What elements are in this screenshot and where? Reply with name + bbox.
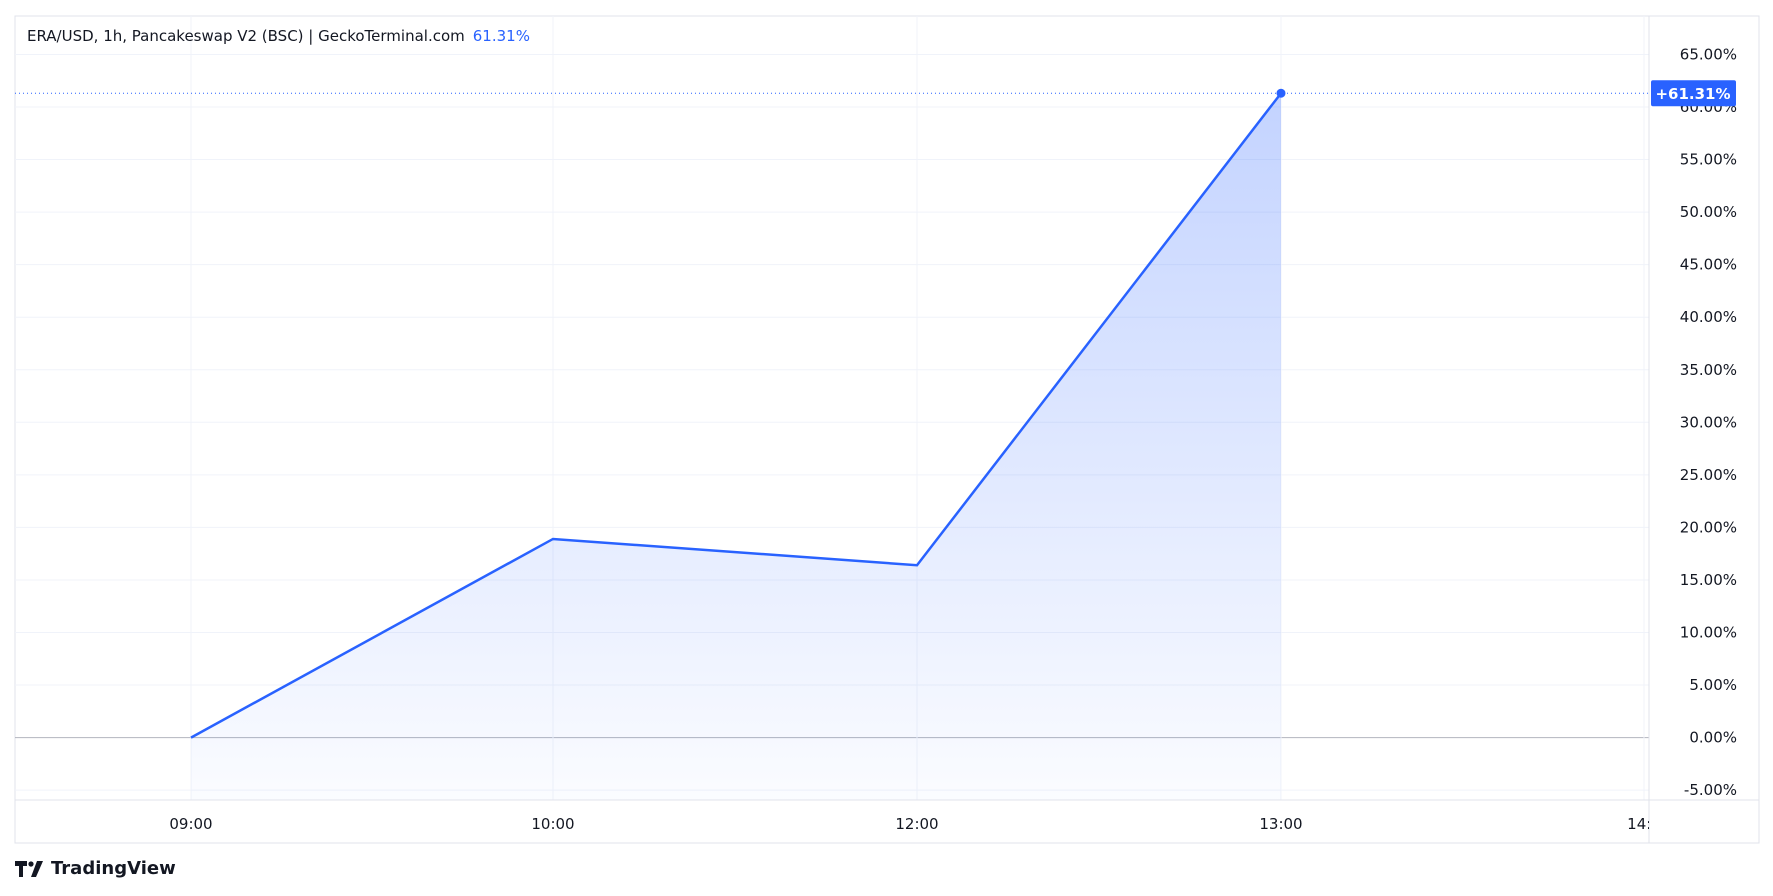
x-tick-label: 10:00: [531, 815, 574, 833]
tradingview-brand[interactable]: TradingView: [15, 858, 176, 879]
y-tick-label: 55.00%: [1680, 151, 1737, 169]
x-tick-label: 12:00: [895, 815, 938, 833]
y-tick-label: 5.00%: [1689, 676, 1737, 694]
tradingview-logo-icon: [15, 860, 43, 877]
y-tick-label: 15.00%: [1680, 571, 1737, 589]
y-tick-label: 25.00%: [1680, 466, 1737, 484]
y-tick-label: -5.00%: [1684, 781, 1737, 799]
y-tick-label: 65.00%: [1680, 45, 1737, 63]
chart-legend: ERA/USD, 1h, Pancakeswap V2 (BSC) | Geck…: [27, 27, 530, 45]
chart-title: ERA/USD, 1h, Pancakeswap V2 (BSC) | Geck…: [27, 27, 465, 45]
y-tick-label: 40.00%: [1680, 308, 1737, 326]
last-value-badge: [1651, 80, 1736, 107]
x-tick-label: 09:00: [169, 815, 212, 833]
y-tick-label: 35.00%: [1680, 361, 1737, 379]
y-tick-label: 45.00%: [1680, 256, 1737, 274]
y-tick-label: 50.00%: [1680, 203, 1737, 221]
last-data-point: [1276, 88, 1286, 98]
x-tick-label: 14:0: [1627, 815, 1661, 833]
y-tick-label: 10.00%: [1680, 624, 1737, 642]
brand-name: TradingView: [51, 858, 176, 879]
x-tick-label: 13:00: [1259, 815, 1302, 833]
y-tick-label: 30.00%: [1680, 413, 1737, 431]
y-tick-label: 20.00%: [1680, 518, 1737, 536]
series-line: [190, 92, 1282, 739]
y-tick-label: 0.00%: [1689, 729, 1737, 747]
legend-value: 61.31%: [472, 27, 530, 45]
last-value-label: +61.31%: [1655, 85, 1730, 103]
series-area-fill: [191, 93, 1281, 801]
